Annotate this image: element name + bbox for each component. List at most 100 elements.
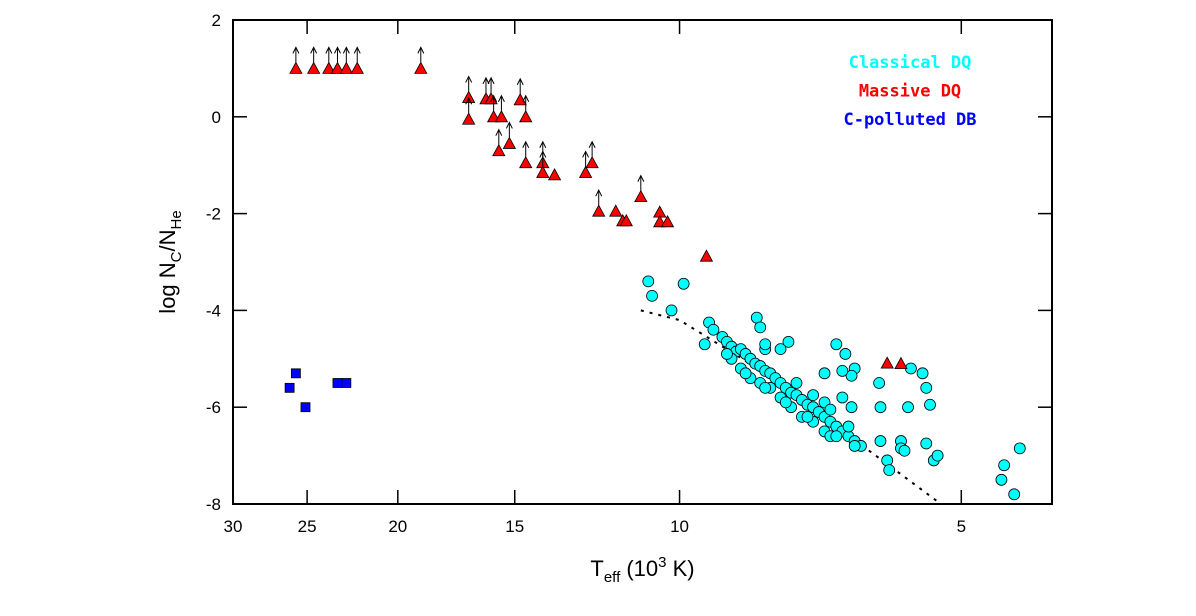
point bbox=[818, 367, 831, 380]
lower-limit-arrowhead bbox=[539, 150, 547, 158]
point bbox=[924, 398, 936, 411]
point bbox=[807, 389, 819, 402]
point bbox=[330, 61, 345, 74]
point bbox=[578, 165, 593, 178]
point bbox=[790, 377, 803, 389]
label-part: log N bbox=[155, 262, 180, 313]
point bbox=[894, 356, 908, 370]
point bbox=[284, 382, 295, 393]
lower-limit-arrowhead bbox=[637, 174, 645, 182]
point bbox=[920, 437, 933, 450]
lower-limit-arrowhead bbox=[310, 46, 318, 54]
point bbox=[874, 435, 887, 447]
label-part: /N bbox=[155, 229, 180, 251]
y-tick-label: -4 bbox=[206, 301, 221, 320]
point bbox=[1013, 442, 1026, 455]
point bbox=[874, 401, 887, 414]
lower-limit-arrowhead bbox=[487, 76, 495, 85]
lower-limit-arrowhead bbox=[482, 76, 490, 85]
point bbox=[609, 204, 623, 217]
point bbox=[998, 459, 1011, 472]
x-tick-label: 15 bbox=[505, 517, 524, 536]
point bbox=[830, 338, 843, 351]
point bbox=[920, 381, 933, 394]
point bbox=[660, 214, 675, 228]
point bbox=[502, 136, 517, 149]
legend-entry: Massive DQ bbox=[859, 82, 961, 102]
x-axis-label: Teff (103 K) bbox=[590, 554, 694, 586]
point bbox=[759, 338, 772, 351]
point bbox=[779, 396, 792, 409]
lower-limit-arrowhead bbox=[334, 46, 341, 54]
point bbox=[547, 168, 562, 181]
point bbox=[619, 214, 633, 227]
point bbox=[290, 368, 301, 379]
legend-entry: Classical DQ bbox=[849, 53, 972, 73]
x-tick-label: 10 bbox=[670, 517, 689, 536]
point bbox=[845, 401, 858, 414]
y-tick-label: -2 bbox=[206, 205, 221, 224]
x-tick-label: 30 bbox=[224, 517, 243, 536]
y-tick-label: -6 bbox=[206, 398, 221, 417]
point bbox=[536, 165, 550, 178]
lower-limit-arrowhead bbox=[465, 75, 473, 83]
point bbox=[519, 155, 533, 169]
point bbox=[836, 391, 849, 404]
point bbox=[754, 321, 767, 334]
lower-limit-arrowhead bbox=[490, 94, 498, 103]
point bbox=[721, 348, 733, 360]
point bbox=[492, 143, 506, 157]
point bbox=[350, 61, 364, 74]
x-tick-label: 5 bbox=[957, 517, 966, 536]
lower-limit-arrowhead bbox=[325, 46, 333, 54]
point bbox=[880, 356, 894, 369]
point bbox=[300, 402, 311, 413]
lower-limit-arrowhead bbox=[516, 77, 524, 86]
lower-limit-arrowhead bbox=[595, 189, 603, 197]
point bbox=[842, 420, 855, 433]
point bbox=[332, 378, 343, 388]
point bbox=[699, 249, 714, 262]
lower-limit-arrowhead bbox=[505, 121, 513, 129]
point bbox=[322, 61, 336, 74]
point bbox=[592, 204, 606, 217]
label-part: K) bbox=[667, 556, 695, 581]
label-part: (10 bbox=[620, 556, 658, 581]
plot-frame bbox=[232, 19, 1053, 505]
legend-entry: C-polluted DB bbox=[843, 110, 976, 130]
label-part: 3 bbox=[658, 554, 666, 571]
point bbox=[995, 473, 1008, 486]
point bbox=[289, 61, 303, 74]
lower-limit-arrowhead bbox=[582, 150, 590, 158]
point bbox=[1008, 488, 1021, 501]
point bbox=[513, 93, 527, 106]
point bbox=[414, 61, 428, 74]
point bbox=[916, 367, 929, 380]
y-tick-label: 2 bbox=[212, 11, 221, 30]
point bbox=[881, 454, 894, 467]
lower-limit-arrowhead bbox=[522, 140, 530, 149]
point bbox=[898, 444, 911, 457]
point bbox=[830, 430, 843, 443]
label-part: C bbox=[168, 251, 185, 262]
point bbox=[839, 348, 852, 360]
point bbox=[634, 189, 648, 203]
lower-limit-arrowhead bbox=[495, 128, 503, 136]
point bbox=[845, 369, 858, 382]
point bbox=[782, 335, 795, 348]
y-axis-label: log NC/NHe bbox=[155, 210, 185, 313]
y-tick-label: -8 bbox=[206, 495, 221, 514]
point bbox=[698, 338, 711, 351]
point bbox=[873, 377, 886, 389]
lower-limit-arrowhead bbox=[292, 46, 300, 54]
point bbox=[341, 378, 352, 388]
point bbox=[642, 275, 655, 288]
point bbox=[462, 112, 476, 125]
point bbox=[759, 381, 772, 394]
point bbox=[494, 109, 509, 123]
point bbox=[707, 323, 720, 336]
lower-limit-arrowhead bbox=[465, 97, 473, 105]
point bbox=[836, 364, 849, 377]
